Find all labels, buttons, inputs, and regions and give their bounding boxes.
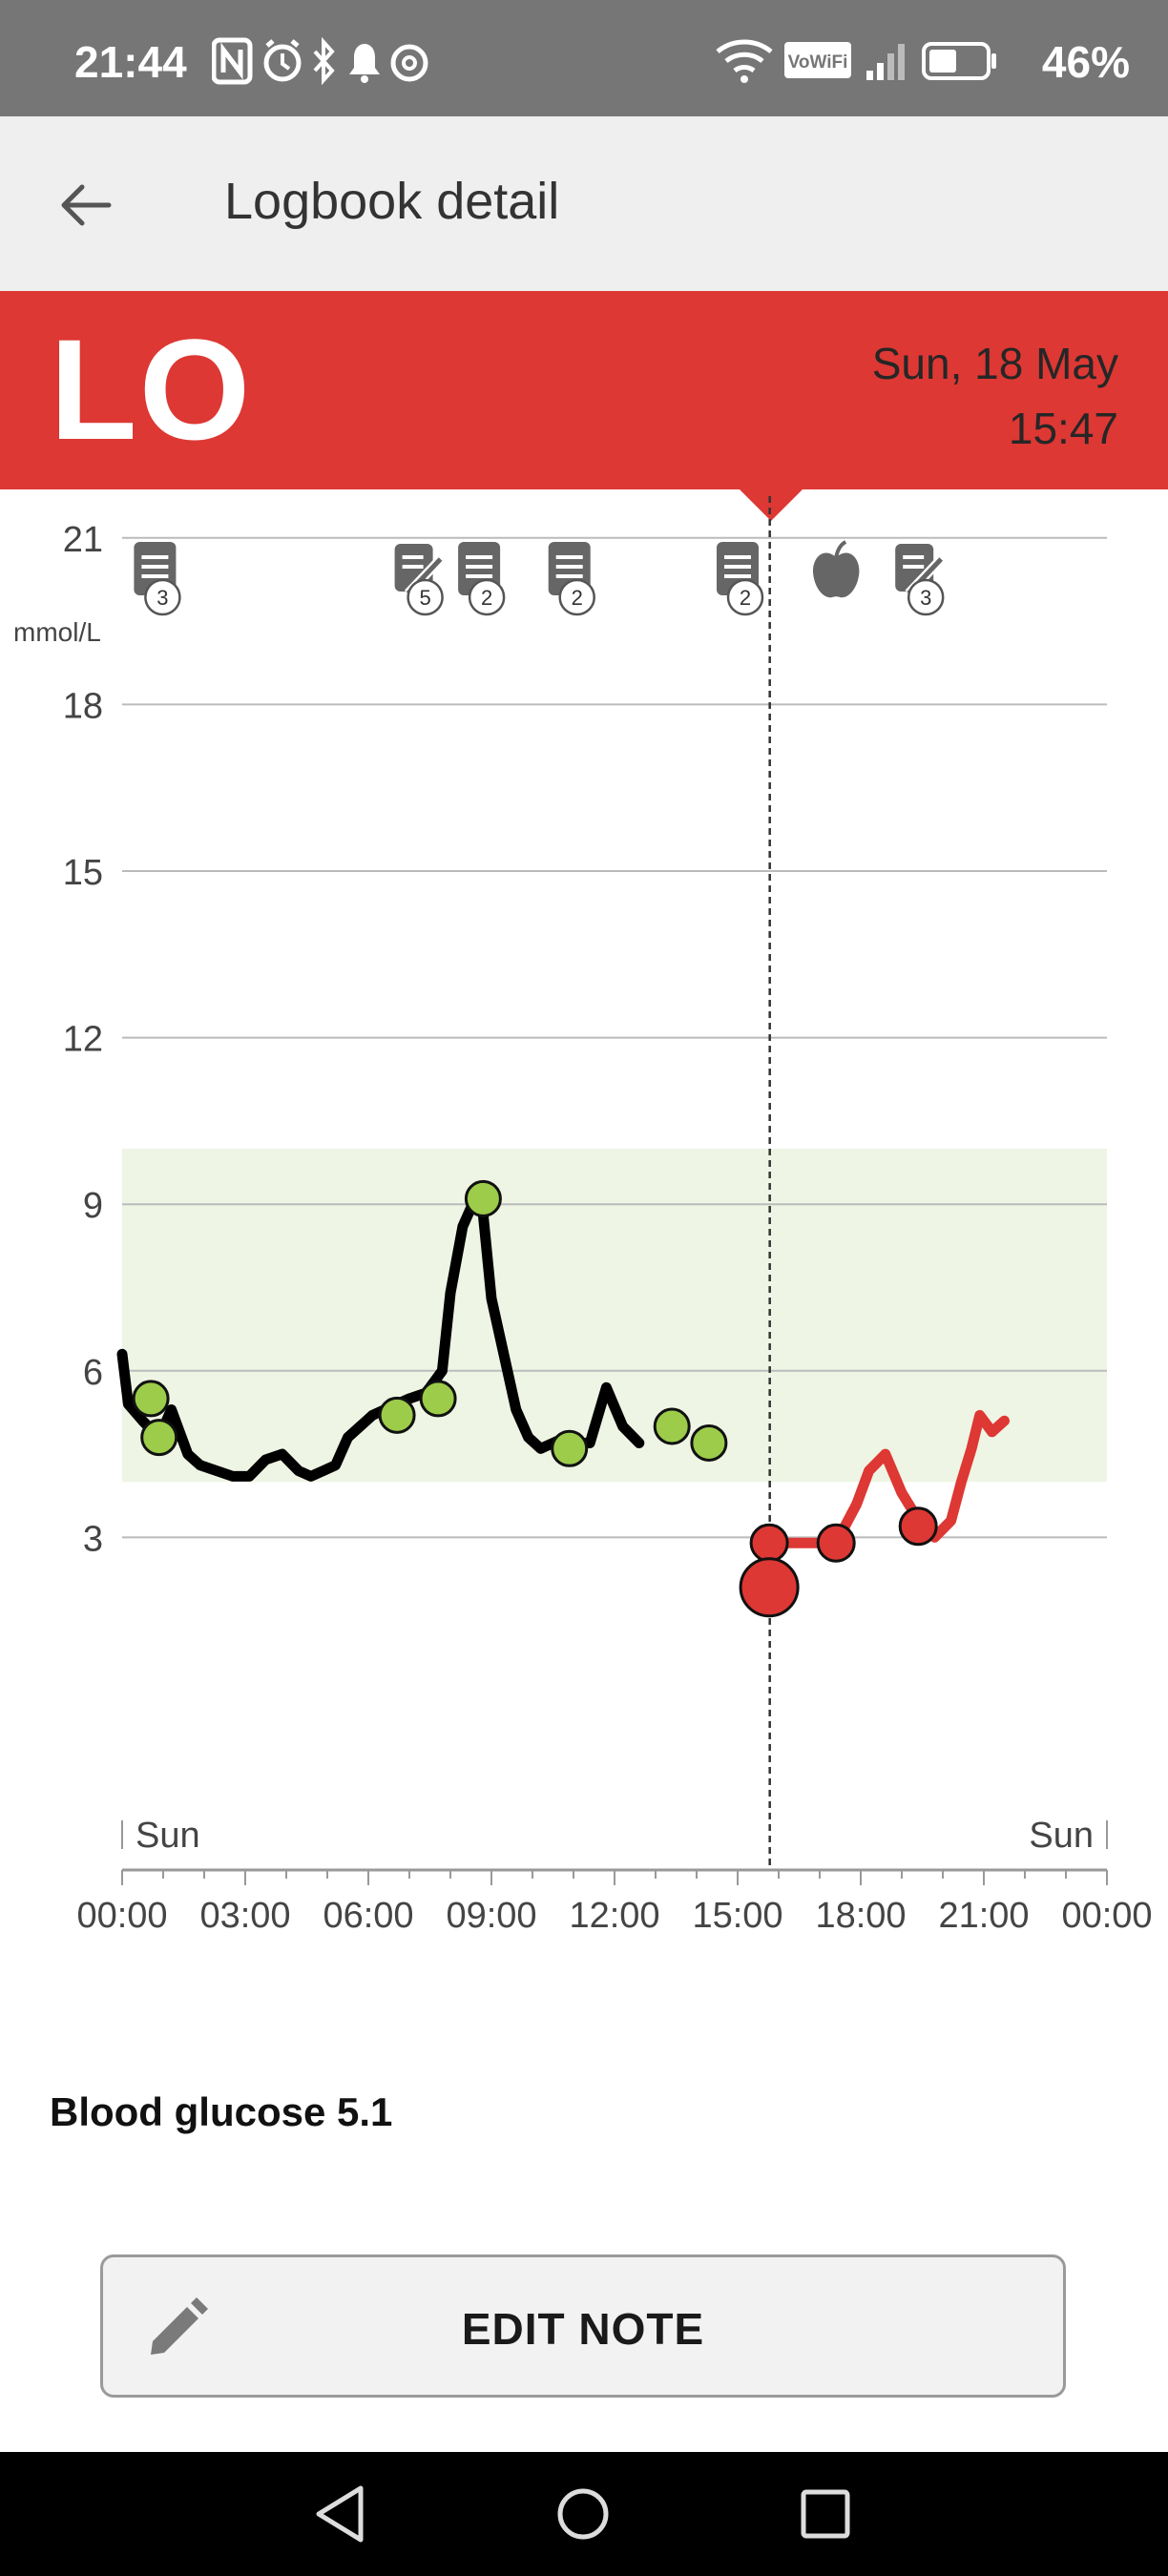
glucose-reading-point [653, 1407, 691, 1445]
reading-datetime: Sun, 18 May 15:47 [872, 331, 1118, 461]
battery-icon [922, 42, 996, 80]
x-tick-label: 00:00 [76, 1896, 167, 1936]
y-tick-label: 21 [63, 520, 103, 560]
selected-reading-point [739, 1557, 800, 1618]
marker-count: 2 [740, 586, 751, 610]
marker-count-badge [907, 578, 945, 616]
y-tick-label: 15 [63, 853, 103, 893]
reading-banner: LO Sun, 18 May 15:47 [0, 291, 1168, 489]
edit-note-label: EDIT NOTE [461, 2304, 705, 2354]
blood-glucose-label: Blood glucose 5.1 [50, 2089, 393, 2134]
y-tick-label: 6 [83, 1353, 103, 1393]
y-tick-label: 3 [83, 1519, 103, 1559]
day-label-end: Sun [1029, 1816, 1094, 1856]
bluetooth-icon [313, 36, 335, 86]
edit-note-button[interactable]: EDIT NOTE [100, 2254, 1066, 2398]
vowifi-icon: VoWiFi [784, 42, 851, 78]
marker-count: 3 [920, 586, 931, 610]
y-axis-unit: mmol/L [13, 617, 101, 647]
app-bar: Logbook detail [0, 116, 1168, 291]
marker-count-badge [468, 578, 506, 616]
glucose-reading-point [378, 1396, 416, 1434]
system-nav-bar [0, 2452, 1168, 2576]
pencil-icon [141, 2294, 212, 2364]
glucose-reading-point [464, 1179, 502, 1217]
apple-icon[interactable] [812, 540, 860, 598]
x-tick-label: 21:00 [938, 1896, 1029, 1936]
bell-icon [349, 44, 380, 83]
banner-pointer [739, 488, 803, 521]
x-tick-label: 00:00 [1061, 1896, 1152, 1936]
glucose-reading-point [690, 1423, 728, 1462]
glucose-chart[interactable]: mmol/L 21 18 15 12 9 6 3 00:00 03:00 06:00 09:00 12:… [0, 496, 1168, 1946]
status-bar: 21:44 [0, 0, 1168, 116]
glucose-reading-point [419, 1380, 457, 1418]
marker-count-badge [558, 578, 595, 616]
y-tick-label: 18 [63, 686, 103, 726]
target-range-band [122, 1149, 1107, 1483]
marker-count: 5 [419, 586, 430, 610]
reading-value: LO [50, 309, 253, 469]
low-reading-point [749, 1523, 789, 1563]
y-tick-label: 12 [63, 1020, 103, 1060]
marker-count-badge [144, 578, 181, 616]
glucose-reading-point [551, 1429, 589, 1467]
battery-percent: 46% [1041, 37, 1130, 87]
x-tick-label: 09:00 [446, 1896, 536, 1936]
x-tick-label: 18:00 [815, 1896, 906, 1936]
svg-text:VoWiFi: VoWiFi [788, 52, 848, 73]
marker-count-badge [726, 578, 764, 616]
recents-nav-icon[interactable] [790, 2479, 861, 2549]
x-tick-label: 15:00 [692, 1896, 782, 1936]
back-nav-icon[interactable] [305, 2479, 376, 2549]
day-label-start: Sun [136, 1816, 200, 1856]
low-reading-point [898, 1506, 938, 1547]
x-tick-label: 06:00 [323, 1896, 413, 1936]
nfc-icon [211, 37, 253, 85]
glucose-reading-point [132, 1380, 170, 1418]
signal-icon [866, 44, 905, 80]
marker-count: 2 [572, 586, 583, 610]
page-title: Logbook detail [224, 173, 560, 230]
alarm-icon [263, 39, 302, 82]
y-tick-label: 9 [83, 1186, 103, 1226]
status-icons-left [211, 34, 460, 96]
reading-time: 15:47 [1008, 404, 1118, 453]
marker-count: 2 [481, 586, 492, 610]
marker-count-badge [407, 578, 444, 616]
home-nav-icon[interactable] [548, 2479, 618, 2549]
wifi-icon [716, 39, 773, 83]
x-tick-label: 12:00 [569, 1896, 659, 1936]
back-arrow-icon[interactable] [53, 172, 120, 239]
low-reading-point [816, 1523, 856, 1563]
x-tick-label: 03:00 [199, 1896, 290, 1936]
threads-icon [390, 44, 428, 82]
glucose-reading-point [140, 1419, 178, 1457]
reading-date: Sun, 18 May [871, 339, 1118, 388]
marker-count: 3 [156, 586, 168, 610]
status-time: 21:44 [74, 37, 187, 87]
